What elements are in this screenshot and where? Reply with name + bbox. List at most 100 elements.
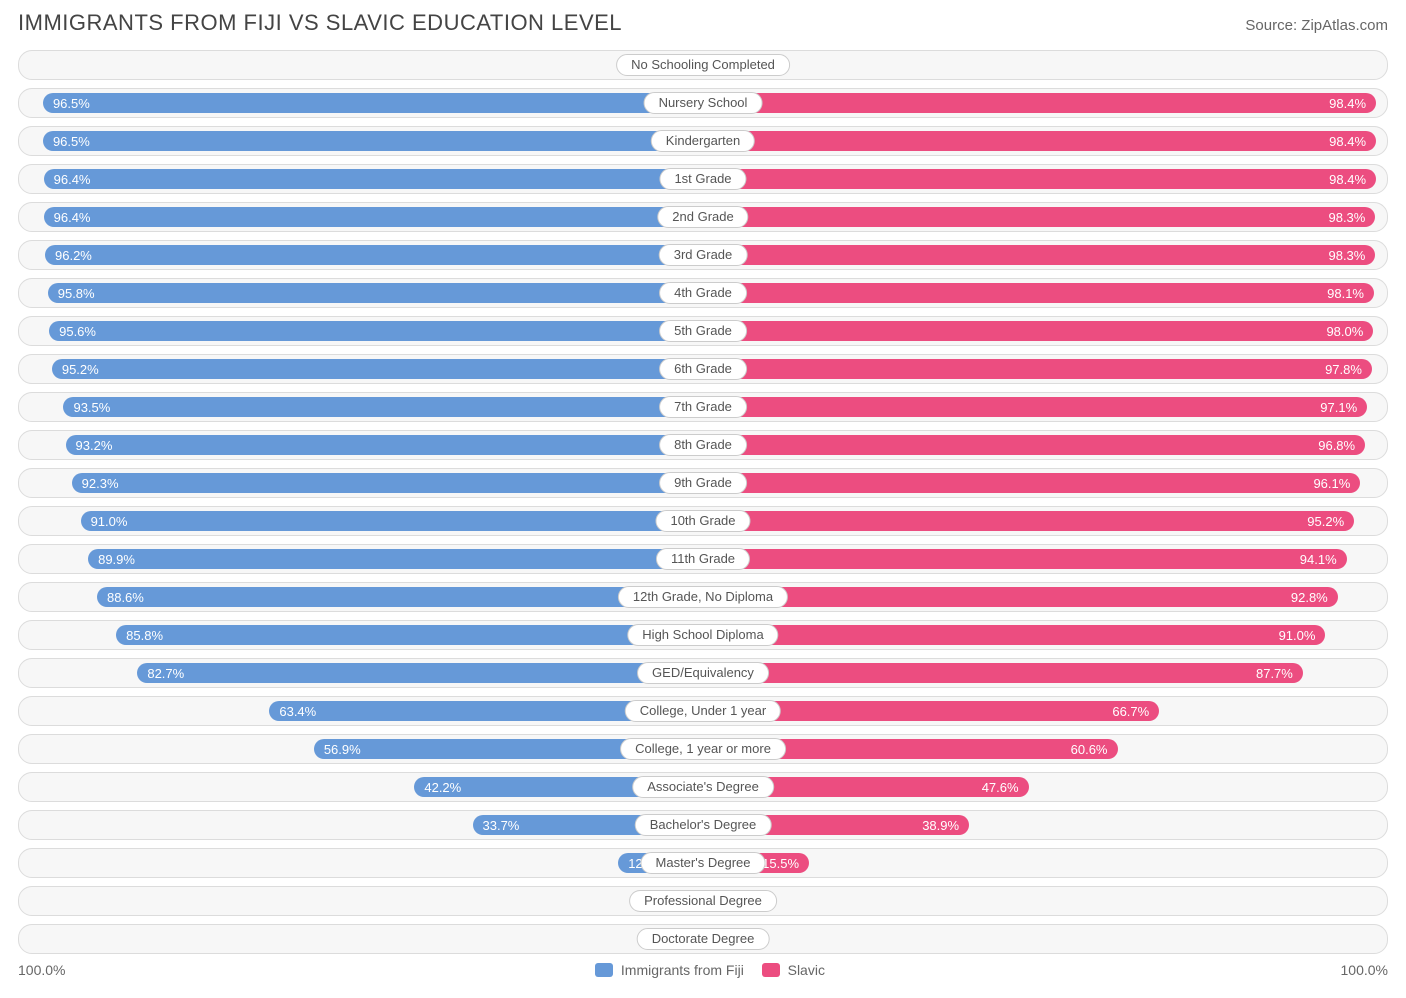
chart-row: 3.5%1.7%No Schooling Completed — [18, 50, 1388, 80]
category-label: College, 1 year or more — [620, 738, 786, 760]
bar-fiji: 96.4% — [44, 207, 703, 227]
category-label: 11th Grade — [656, 548, 750, 570]
source-prefix: Source: — [1245, 17, 1301, 34]
half-right: 38.9% — [703, 811, 1387, 839]
legend-label-fiji: Immigrants from Fiji — [621, 962, 744, 978]
category-label: GED/Equivalency — [637, 662, 769, 684]
chart-footer: 100.0% Immigrants from Fiji Slavic 100.0… — [18, 962, 1388, 978]
bar-slavic: 98.4% — [703, 169, 1376, 189]
category-label: 2nd Grade — [657, 206, 748, 228]
half-right: 91.0% — [703, 621, 1387, 649]
chart-row: 95.8%98.1%4th Grade — [18, 278, 1388, 308]
half-right: 98.3% — [703, 241, 1387, 269]
category-label: 5th Grade — [659, 320, 747, 342]
bar-fiji: 92.3% — [72, 473, 703, 493]
half-left: 95.6% — [19, 317, 703, 345]
category-label: 7th Grade — [659, 396, 747, 418]
half-left: 56.9% — [19, 735, 703, 763]
chart-row: 95.6%98.0%5th Grade — [18, 316, 1388, 346]
half-right: 97.8% — [703, 355, 1387, 383]
chart-row: 96.5%98.4%Nursery School — [18, 88, 1388, 118]
bar-fiji: 82.7% — [137, 663, 703, 683]
chart-row: 33.7%38.9%Bachelor's Degree — [18, 810, 1388, 840]
category-label: Associate's Degree — [632, 776, 774, 798]
bar-slavic: 96.1% — [703, 473, 1360, 493]
bar-fiji: 91.0% — [81, 511, 703, 531]
chart-row: 96.4%98.3%2nd Grade — [18, 202, 1388, 232]
bar-slavic: 91.0% — [703, 625, 1325, 645]
bar-slavic: 97.8% — [703, 359, 1372, 379]
chart-row: 93.5%97.1%7th Grade — [18, 392, 1388, 422]
bar-fiji: 85.8% — [116, 625, 703, 645]
half-right: 96.1% — [703, 469, 1387, 497]
half-right: 98.3% — [703, 203, 1387, 231]
category-label: 10th Grade — [655, 510, 750, 532]
bar-fiji: 96.5% — [43, 93, 703, 113]
bar-fiji: 95.8% — [48, 283, 703, 303]
chart-source: Source: ZipAtlas.com — [1245, 17, 1388, 34]
bar-fiji: 95.6% — [49, 321, 703, 341]
category-label: 4th Grade — [659, 282, 747, 304]
chart-row: 93.2%96.8%8th Grade — [18, 430, 1388, 460]
chart-row: 1.6%1.9%Doctorate Degree — [18, 924, 1388, 954]
chart-row: 89.9%94.1%11th Grade — [18, 544, 1388, 574]
half-right: 47.6% — [703, 773, 1387, 801]
bar-slavic: 97.1% — [703, 397, 1367, 417]
category-label: No Schooling Completed — [616, 54, 790, 76]
half-left: 42.2% — [19, 773, 703, 801]
chart-row: 82.7%87.7%GED/Equivalency — [18, 658, 1388, 688]
half-left: 89.9% — [19, 545, 703, 573]
half-left: 1.6% — [19, 925, 703, 953]
chart-row: 96.4%98.4%1st Grade — [18, 164, 1388, 194]
chart-row: 91.0%95.2%10th Grade — [18, 506, 1388, 536]
category-label: 8th Grade — [659, 434, 747, 456]
half-right: 4.5% — [703, 887, 1387, 915]
category-label: Nursery School — [644, 92, 763, 114]
bar-fiji: 89.9% — [88, 549, 703, 569]
half-right: 15.5% — [703, 849, 1387, 877]
half-left: 96.4% — [19, 165, 703, 193]
half-right: 98.1% — [703, 279, 1387, 307]
half-left: 93.2% — [19, 431, 703, 459]
half-left: 95.8% — [19, 279, 703, 307]
category-label: High School Diploma — [627, 624, 778, 646]
half-right: 98.4% — [703, 127, 1387, 155]
bar-slavic: 96.8% — [703, 435, 1365, 455]
half-right: 60.6% — [703, 735, 1387, 763]
half-right: 95.2% — [703, 507, 1387, 535]
chart-row: 95.2%97.8%6th Grade — [18, 354, 1388, 384]
half-left: 3.5% — [19, 51, 703, 79]
bar-fiji: 88.6% — [97, 587, 703, 607]
legend-label-slavic: Slavic — [788, 962, 825, 978]
chart-row: 88.6%92.8%12th Grade, No Diploma — [18, 582, 1388, 612]
half-left: 3.7% — [19, 887, 703, 915]
chart-row: 3.7%4.5%Professional Degree — [18, 886, 1388, 916]
bar-fiji: 96.5% — [43, 131, 703, 151]
category-label: 12th Grade, No Diploma — [618, 586, 788, 608]
bar-fiji: 95.2% — [52, 359, 703, 379]
chart-row: 12.4%15.5%Master's Degree — [18, 848, 1388, 878]
category-label: 9th Grade — [659, 472, 747, 494]
legend: Immigrants from Fiji Slavic — [65, 962, 1340, 978]
half-left: 95.2% — [19, 355, 703, 383]
half-left: 96.5% — [19, 127, 703, 155]
bar-slavic: 87.7% — [703, 663, 1303, 683]
category-label: College, Under 1 year — [625, 700, 781, 722]
category-label: 3rd Grade — [659, 244, 748, 266]
category-label: Professional Degree — [629, 890, 777, 912]
chart-row: 63.4%66.7%College, Under 1 year — [18, 696, 1388, 726]
bar-fiji: 93.2% — [66, 435, 703, 455]
half-right: 94.1% — [703, 545, 1387, 573]
bar-slavic: 98.3% — [703, 207, 1375, 227]
category-label: Bachelor's Degree — [635, 814, 772, 836]
half-right: 97.1% — [703, 393, 1387, 421]
chart-row: 92.3%96.1%9th Grade — [18, 468, 1388, 498]
half-left: 33.7% — [19, 811, 703, 839]
bar-slavic: 98.3% — [703, 245, 1375, 265]
chart-row: 96.5%98.4%Kindergarten — [18, 126, 1388, 156]
half-right: 96.8% — [703, 431, 1387, 459]
half-right: 66.7% — [703, 697, 1387, 725]
chart-row: 42.2%47.6%Associate's Degree — [18, 772, 1388, 802]
bar-slavic: 92.8% — [703, 587, 1338, 607]
bar-slavic: 94.1% — [703, 549, 1347, 569]
